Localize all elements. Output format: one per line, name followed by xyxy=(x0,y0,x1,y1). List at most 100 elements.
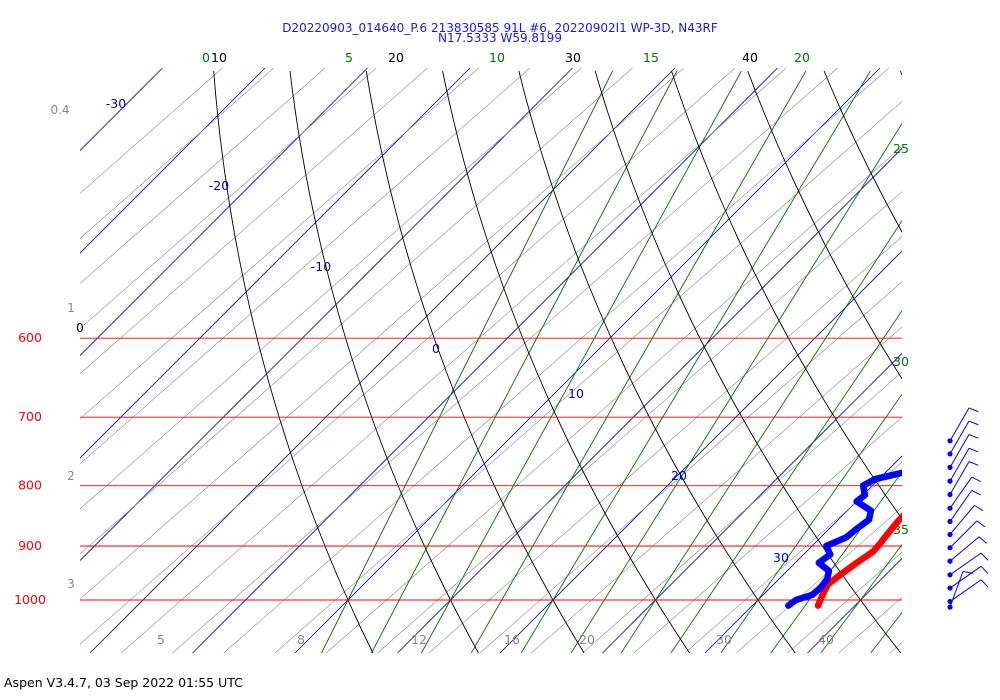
wind-barb xyxy=(947,536,987,564)
mixing-ratio-line xyxy=(531,326,902,653)
isotherm-line xyxy=(80,68,368,357)
mixing-ratio-line xyxy=(479,281,902,653)
isobar-lines xyxy=(80,337,902,601)
moist-adiabat-label: 25 xyxy=(893,141,909,156)
wind-barb-shaft xyxy=(949,505,975,535)
wind-barb-station-dot xyxy=(947,585,953,591)
wind-barb-station-dot xyxy=(947,531,953,538)
isotherm-line xyxy=(910,68,1000,653)
isobar-label: 1000 xyxy=(14,592,46,607)
wind-barb xyxy=(947,447,979,484)
wind-barb-flag xyxy=(968,447,979,453)
wind-barb xyxy=(947,504,984,538)
moist-adiabat-line xyxy=(570,122,902,653)
mixing-ratio-line xyxy=(223,68,889,653)
wind-barb-station-dot xyxy=(947,478,953,484)
mixing-ratio-label: 40 xyxy=(818,632,834,647)
mixing-ratio-line xyxy=(80,68,684,600)
wind-barb-shaft xyxy=(949,536,980,562)
wind-barb xyxy=(947,420,979,457)
dry-adiabat-label: 40 xyxy=(742,50,758,65)
wind-barb xyxy=(947,407,979,444)
isobar-label: 700 xyxy=(18,409,42,424)
isobar-label: 600 xyxy=(18,330,42,345)
dry-adiabat-line xyxy=(899,70,902,76)
moist-adiabat-line xyxy=(421,70,742,653)
temperature-profile-line xyxy=(785,469,902,609)
wind-barb-flag xyxy=(974,504,984,512)
moist-adiabat-line xyxy=(720,393,902,653)
moist-adiabat-line xyxy=(921,71,1000,653)
wind-barb-station-dot xyxy=(947,491,953,498)
dry-adiabat-line xyxy=(518,70,796,653)
wind-barbs xyxy=(947,407,989,610)
wind-barb-shaft xyxy=(949,447,970,482)
wind-barb-shaft xyxy=(949,565,982,589)
wind-barb-flag xyxy=(980,552,989,561)
dry-adiabat-line xyxy=(213,70,374,653)
axis-labels: 60070080090010000.41230-30-20-1001020301… xyxy=(14,50,909,647)
dry-adiabat-line xyxy=(747,70,902,380)
isotherm-label: -10 xyxy=(311,259,331,274)
wind-barb-shaft xyxy=(949,420,970,455)
mixing-ratio-line xyxy=(172,68,838,653)
mixing-ratio-line xyxy=(787,551,902,653)
mixing-ratio-line xyxy=(80,68,582,510)
mixing-ratio-line xyxy=(80,68,531,465)
wind-barb-station-dot xyxy=(947,545,953,551)
mixing-ratio-lines xyxy=(80,68,902,653)
wind-barb-shaft xyxy=(949,476,973,509)
height-label: 1 xyxy=(67,301,75,315)
isotherm-line xyxy=(294,68,881,653)
mixing-ratio-line xyxy=(80,68,326,284)
isotherm-label: 30 xyxy=(773,550,789,565)
isotherm-line xyxy=(602,352,902,653)
wind-barb xyxy=(947,552,989,578)
moist-adiabat-label: 20 xyxy=(794,50,810,65)
footer-version-timestamp: Aspen V3.4.7, 03 Sep 2022 01:55 UTC xyxy=(4,675,243,690)
moist-adiabat-line xyxy=(820,543,902,653)
mixing-ratio-line xyxy=(80,68,274,239)
dry-adiabat-label: 20 xyxy=(388,50,404,65)
moist-adiabat-line xyxy=(520,70,871,653)
wind-barb-shaft xyxy=(949,579,982,602)
isotherm-lines xyxy=(80,68,1000,653)
dry-adiabat-lines xyxy=(213,70,902,653)
wind-barb xyxy=(947,489,981,525)
mixing-ratio-label: 8 xyxy=(297,632,305,647)
wind-barb xyxy=(947,570,973,610)
chart-title: D20220903_014640_P.6 213830585 91L #6, 2… xyxy=(282,21,718,35)
mixing-ratio-line xyxy=(633,416,902,653)
mixing-ratio-line xyxy=(80,68,428,375)
moist-adiabat-label: 0 xyxy=(202,50,210,65)
isotherm-label: 0 xyxy=(432,341,440,356)
mixing-ratio-line xyxy=(736,506,902,653)
sounding-profiles xyxy=(785,469,902,609)
moist-adiabat-label: 10 xyxy=(489,50,505,65)
moist-adiabat-line xyxy=(770,471,902,653)
wind-barb-shaft xyxy=(949,571,964,608)
moist-adiabat-line xyxy=(620,219,902,653)
wind-barb-station-dot xyxy=(947,505,953,511)
moist-adiabat-lines xyxy=(321,70,1000,653)
mixing-ratio-label: 12 xyxy=(411,632,427,647)
moist-adiabat-line xyxy=(371,70,678,653)
dry-adiabat-line xyxy=(823,70,902,233)
dry-adiabat-line xyxy=(671,70,902,520)
moist-adiabat-label: 15 xyxy=(643,50,659,65)
wind-barb-station-dot xyxy=(947,604,953,610)
dry-adiabat-label: 30 xyxy=(565,50,581,65)
wind-barb-shaft xyxy=(949,520,978,549)
mixing-ratio-line xyxy=(377,191,902,653)
wind-barb-station-dot xyxy=(947,451,953,457)
isotherm-label: 20 xyxy=(671,468,687,483)
mixing-ratio-line xyxy=(326,146,902,653)
wind-barb xyxy=(947,434,979,470)
mixing-ratio-line xyxy=(80,68,633,555)
wind-barb-flag xyxy=(980,579,989,588)
isotherm-line xyxy=(397,147,902,653)
moist-adiabat-label: 5 xyxy=(345,50,353,65)
wind-barb-flag xyxy=(968,407,979,413)
wind-barb xyxy=(947,565,989,591)
